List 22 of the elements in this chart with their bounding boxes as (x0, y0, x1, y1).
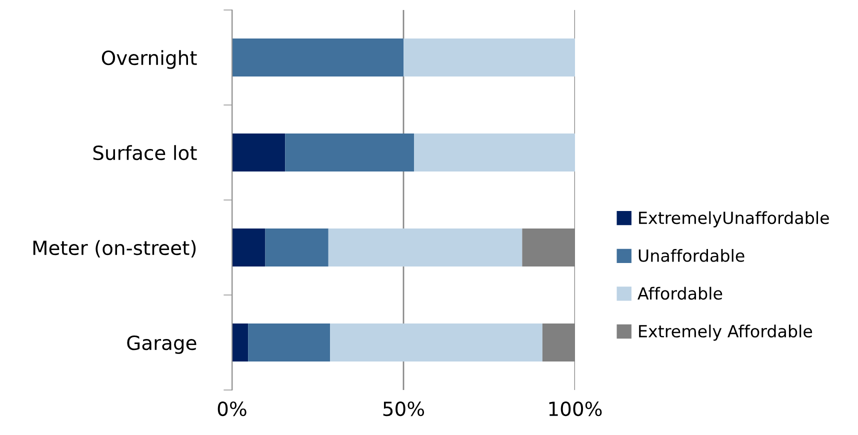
legend-label: Affordable (638, 286, 722, 300)
legend-label: ExtremelyUnaffordable (639, 211, 829, 228)
legend-label: Extremely Affordable (639, 324, 812, 341)
x-tick-label: 50% (383, 401, 424, 416)
bar (330, 324, 542, 362)
bar (232, 324, 248, 362)
bar (414, 134, 575, 172)
bar (265, 228, 328, 266)
x-tick-label: 0% (218, 401, 246, 416)
legend-label: Unaffordable (638, 249, 744, 262)
bar (404, 38, 575, 76)
y-tick-label: Overnight (102, 50, 197, 69)
y-tick-label: Surface lot (93, 145, 197, 160)
bar (232, 228, 266, 266)
y-tick-label: Garage (127, 335, 196, 354)
y-tick-label: Meter (on-street) (33, 240, 196, 258)
x-tick-label: 100% (549, 401, 602, 416)
bar (232, 38, 404, 76)
bar (285, 134, 414, 172)
bar (328, 228, 522, 266)
bar (232, 134, 286, 172)
bar (248, 324, 330, 362)
